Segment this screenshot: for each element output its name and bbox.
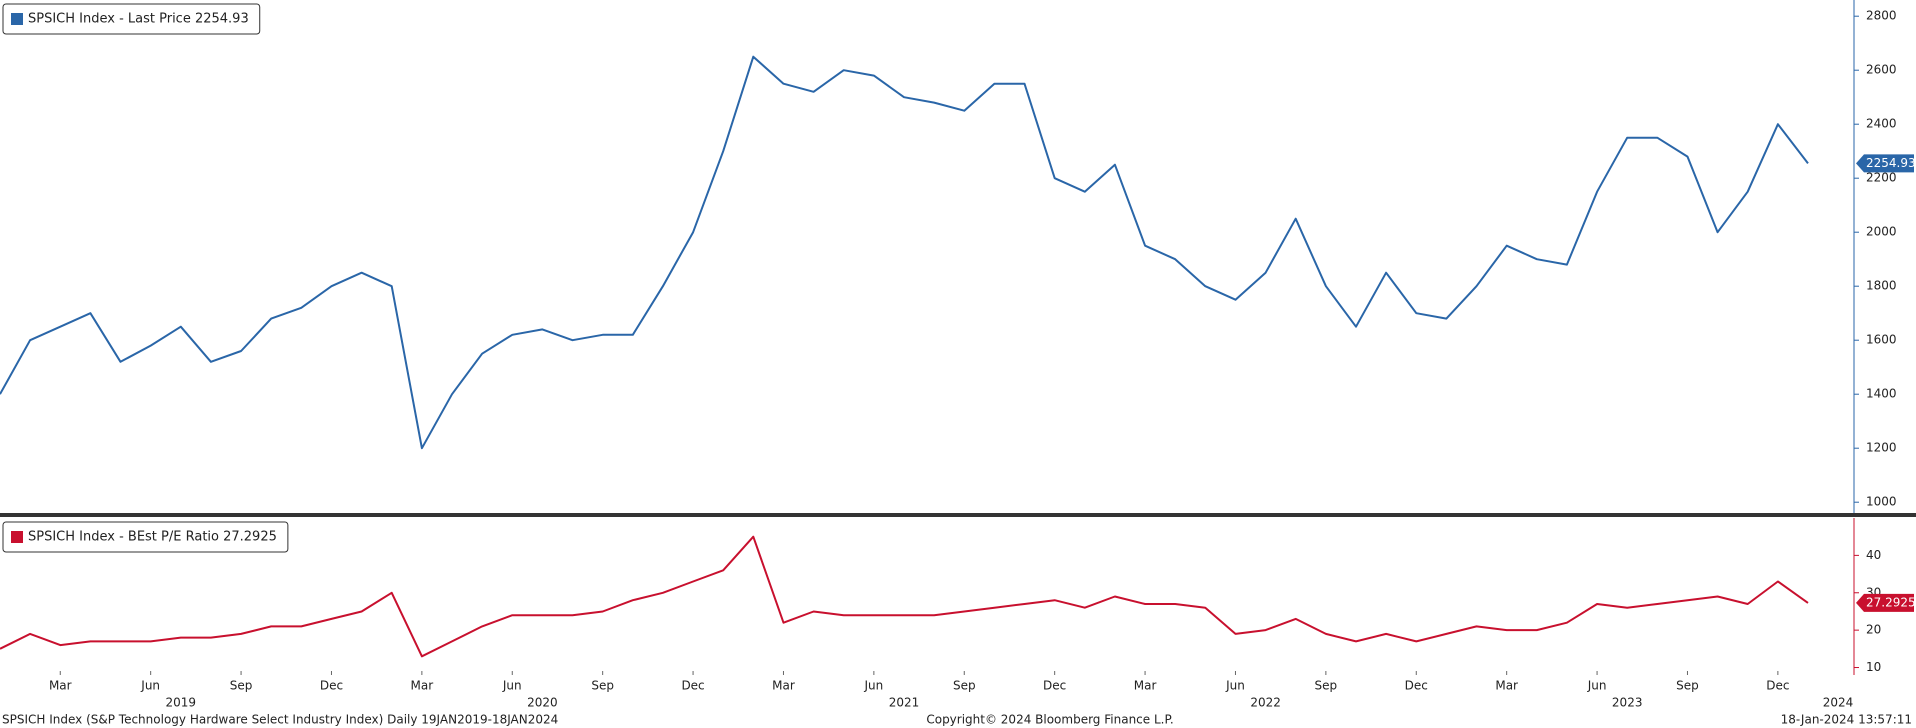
x-tick-label: Mar	[1495, 679, 1518, 693]
footer-left: SPSICH Index (S&P Technology Hardware Se…	[2, 713, 558, 727]
y-tick-label: 1400	[1866, 387, 1897, 401]
y-tick-label: 20	[1866, 623, 1881, 637]
y-tick-label: 1800	[1866, 279, 1897, 293]
x-tick-label: Mar	[411, 679, 434, 693]
legend: SPSICH Index - Last Price 2254.93	[2, 3, 261, 35]
x-tick-label: Jun	[502, 679, 522, 693]
y-tick-label: 2400	[1866, 117, 1897, 131]
y-tick-label: 2000	[1866, 225, 1897, 239]
x-tick-label: Mar	[49, 679, 72, 693]
series-line	[0, 55, 1809, 450]
x-tick-label: Sep	[230, 679, 253, 693]
x-year-label: 2019	[166, 696, 197, 710]
x-tick-label: Sep	[1676, 679, 1699, 693]
x-tick-label: Jun	[1587, 679, 1607, 693]
x-tick-label: Dec	[1043, 679, 1066, 693]
x-year-label: 2023	[1612, 696, 1643, 710]
last-value-tag	[1856, 593, 1914, 612]
footer-right: 18-Jan-2024 13:57:11	[1781, 713, 1912, 727]
x-tick-label: Jun	[140, 679, 160, 693]
y-tick-label: 2600	[1866, 63, 1897, 77]
x-tick-label: Mar	[772, 679, 795, 693]
x-tick-label: Sep	[1315, 679, 1338, 693]
legend: SPSICH Index - BEst P/E Ratio 27.2925	[2, 521, 289, 553]
x-tick-label: Dec	[681, 679, 704, 693]
x-tick-label: Sep	[591, 679, 614, 693]
x-year-label: 2024	[1823, 696, 1854, 710]
y-tick-label: 2800	[1866, 9, 1897, 23]
legend-swatch	[11, 13, 23, 25]
x-year-label: 2020	[527, 696, 558, 710]
legend-box	[2, 521, 289, 553]
legend-text: SPSICH Index - Last Price 2254.93	[28, 12, 249, 27]
series-line	[0, 535, 1809, 658]
x-tick-label: Dec	[1766, 679, 1789, 693]
y-tick-label: 2200	[1866, 171, 1897, 185]
y-tick-label: 10	[1866, 660, 1881, 674]
x-tick-label: Mar	[1134, 679, 1157, 693]
x-tick-label: Jun	[863, 679, 883, 693]
y-tick-label: 1000	[1866, 495, 1897, 509]
last-value-tag	[1856, 154, 1914, 173]
y-tick-label: 1200	[1866, 441, 1897, 455]
y-tick-label: 1600	[1866, 333, 1897, 347]
legend-box	[2, 3, 261, 35]
x-tick-label: Sep	[953, 679, 976, 693]
panel-separator	[0, 513, 1916, 517]
x-year-label: 2022	[1250, 696, 1281, 710]
x-tick-label: Jun	[1225, 679, 1245, 693]
x-tick-label: Dec	[1405, 679, 1428, 693]
footer-center: Copyright© 2024 Bloomberg Finance L.P.	[926, 713, 1173, 727]
legend-swatch	[11, 531, 23, 543]
x-year-label: 2021	[889, 696, 920, 710]
legend-text: SPSICH Index - BEst P/E Ratio 27.2925	[28, 530, 277, 545]
x-tick-label: Dec	[320, 679, 343, 693]
last-value-label: 27.2925	[1866, 595, 1916, 609]
y-tick-label: 40	[1866, 548, 1881, 562]
last-value-label: 2254.93	[1866, 156, 1916, 170]
